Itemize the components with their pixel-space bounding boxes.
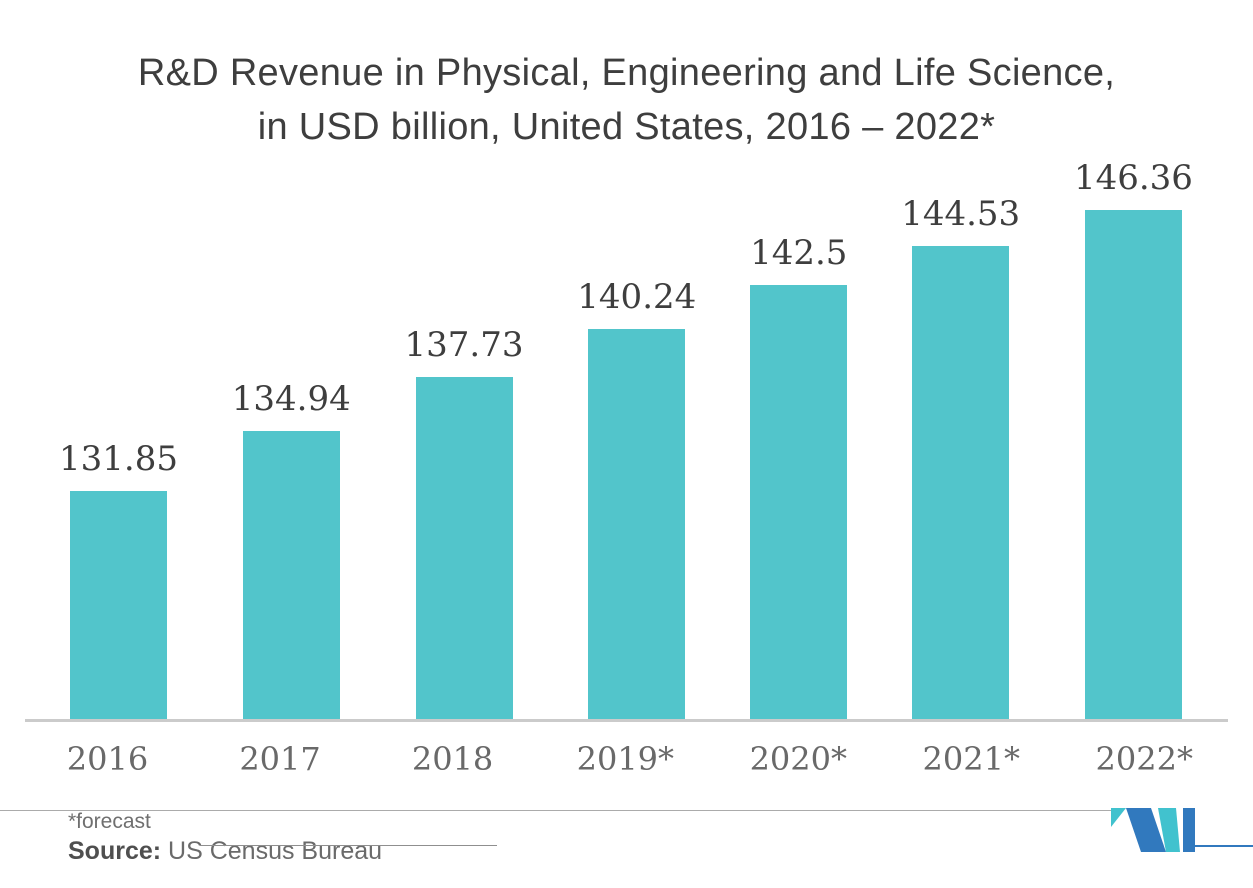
bar-group-2022*: 146.36 <box>1074 158 1193 720</box>
bar-group-2017: 134.94 <box>232 379 351 720</box>
bar-group-2019*: 140.24 <box>577 277 696 720</box>
x-axis-label-2022*: 2022* <box>1095 740 1193 778</box>
x-axis-label-2021*: 2021* <box>922 740 1020 778</box>
chart-title-line-1: R&D Revenue in Physical, Engineering and… <box>137 52 1116 94</box>
bar-plot-area: 131.85 134.94 137.73 140.24 142.5 144.53 146.3… <box>59 140 1193 720</box>
bar-value-label: 134.94 <box>231 379 351 419</box>
bar <box>588 329 686 720</box>
bar <box>242 431 340 720</box>
bar-value-label: 142.5 <box>750 233 848 273</box>
x-axis-label-2016: 2016 <box>66 740 149 778</box>
x-axis-label-2017: 2017 <box>239 740 321 778</box>
mordor-intelligence-logo-icon <box>1111 808 1195 852</box>
footer-divider-line <box>0 810 1115 811</box>
bar-group-2016: 131.85 <box>59 439 178 720</box>
logo-rule-line <box>1188 845 1253 847</box>
x-axis-label-2020*: 2020* <box>749 740 847 778</box>
bar <box>1084 210 1182 720</box>
source-line: Source: US Census Bureau <box>68 837 382 866</box>
bar-value-label: 144.53 <box>901 194 1021 234</box>
bar-value-label: 131.85 <box>59 439 178 479</box>
bar <box>69 491 167 720</box>
bar-group-2021*: 144.53 <box>901 194 1020 720</box>
bar <box>912 246 1010 720</box>
bar-value-label: 137.73 <box>404 325 524 365</box>
bar <box>415 377 513 720</box>
bar <box>750 285 848 720</box>
chart-title-line-2: in USD billion, United States, 2016 – 20… <box>257 106 996 148</box>
x-axis-labels: 2016 2017 2018 2019* 2020* 2021* 2022* <box>59 740 1193 778</box>
source-label: Source: <box>68 837 162 865</box>
source-value: US Census Bureau <box>168 837 383 865</box>
source-strike-line <box>200 845 497 846</box>
bar-group-2018: 137.73 <box>405 325 524 720</box>
bar-value-label: 140.24 <box>577 277 697 317</box>
chart-title: R&D Revenue in Physical, Engineering and… <box>0 46 1253 154</box>
bar-group-2020*: 142.5 <box>750 233 847 720</box>
x-axis-label-2018: 2018 <box>411 740 494 778</box>
forecast-footnote: *forecast <box>68 810 151 833</box>
x-axis-label-2019*: 2019* <box>576 740 675 778</box>
bar-value-label: 146.36 <box>1073 158 1193 198</box>
x-axis-line <box>25 719 1228 722</box>
